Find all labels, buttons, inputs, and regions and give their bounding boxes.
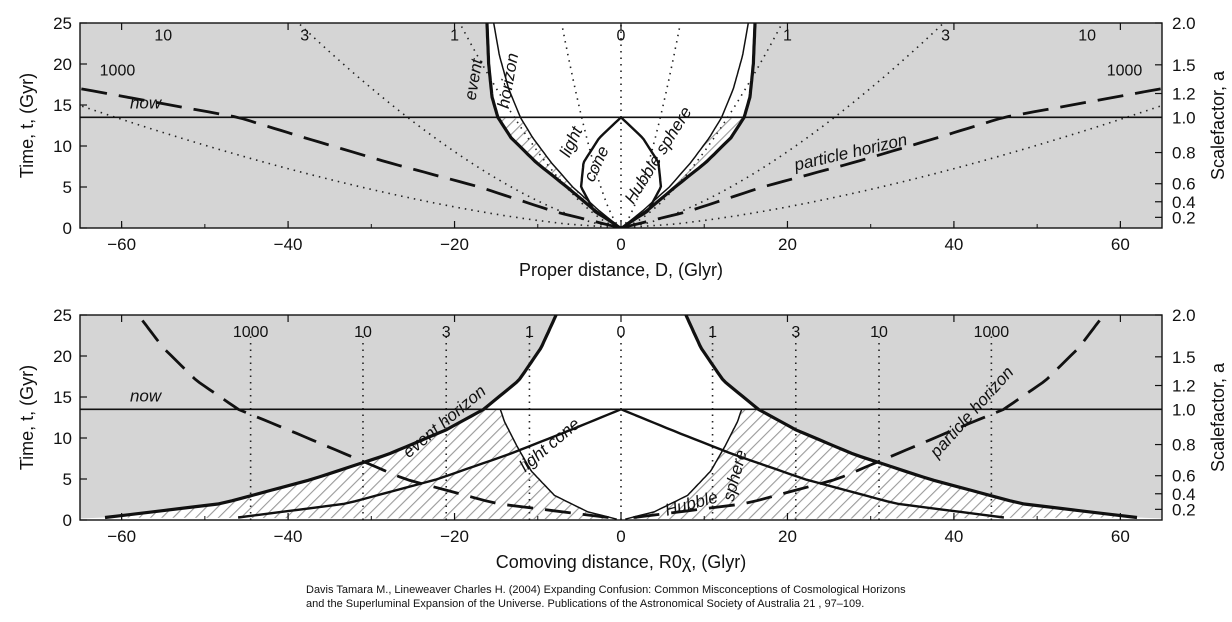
scalefactor-tick-label: 0.6 [1172,175,1196,194]
worldline [560,23,622,228]
y-tick-label: 0 [63,511,72,530]
redshift-label: 1000 [1107,63,1143,80]
y-tick-label: 20 [53,347,72,366]
worldline [620,23,784,228]
redshift-label: 3 [300,27,309,44]
x-axis-label: Proper distance, D, (Glyr) [519,260,723,280]
redshift-label: 1 [783,27,792,44]
worldline [458,23,622,228]
x-tick-label: −60 [107,527,136,546]
hubble-sphere-curve [625,409,743,520]
light-cone-curve [237,408,622,519]
scalefactor-tick-label: 0.6 [1172,467,1196,486]
scalefactor-tick-label: 0.2 [1172,208,1196,227]
redshift-label: 10 [1078,27,1096,44]
scalefactor-tick-label: 0.8 [1172,144,1196,163]
redshift-label: 1000 [100,63,136,80]
scalefactor-tick-label: 1.0 [1172,400,1196,419]
scalefactor-tick-label: 1.0 [1172,108,1196,127]
redshift-label: 10 [154,27,172,44]
redshift-label: 1 [525,324,534,341]
x-tick-label: −40 [274,527,303,546]
redshift-label: 1000 [233,324,269,341]
x-tick-label: 0 [616,235,625,254]
x-tick-label: 60 [1111,235,1130,254]
redshift-label: 0 [617,324,626,341]
x-axis-label: Comoving distance, R0χ, (Glyr) [496,552,747,572]
y-tick-label: 0 [63,219,72,238]
scalefactor-tick-label: 0.4 [1172,193,1196,212]
light-cone-curve [620,408,1005,519]
y-tick-label: 25 [53,306,72,325]
x-tick-label: −20 [440,527,469,546]
x-tick-label: 40 [944,527,963,546]
now-label: now [130,386,163,405]
light-cone-curve [579,116,622,228]
x-tick-label: −20 [440,235,469,254]
worldline [620,23,682,228]
y-axis-label: Time, t, (Gyr) [17,365,37,470]
particle-horizon-curve [80,87,622,228]
scalefactor-tick-label: 1.5 [1172,348,1196,367]
redshift-label: 3 [941,27,950,44]
scalefactor-tick-label: 0.2 [1172,500,1196,519]
hubble-sphere-curve [620,23,750,228]
event-horizon-curve [485,23,618,227]
x-tick-label: 40 [944,235,963,254]
y-tick-label: 15 [53,388,72,407]
event-horizon-curve [624,23,757,227]
y-tick-label: 10 [53,429,72,448]
y-tick-label: 10 [53,137,72,156]
scalefactor-axis-label: Scalefactor, a [1208,70,1228,180]
light-cone-curve [620,116,663,228]
caption-line-1: Davis Tamara M., Lineweaver Charles H. (… [306,584,906,596]
y-tick-label: 25 [53,14,72,33]
scalefactor-tick-label: 0.4 [1172,485,1196,504]
scalefactor-axis-label: Scalefactor, a [1208,362,1228,472]
y-tick-label: 15 [53,96,72,115]
x-tick-label: 20 [778,527,797,546]
y-tick-label: 5 [63,178,72,197]
x-tick-label: −40 [274,235,303,254]
caption-line-2: and the Superluminal Expansion of the Un… [306,598,865,610]
x-tick-label: 60 [1111,527,1130,546]
redshift-label: 3 [442,324,451,341]
scalefactor-tick-label: 2.0 [1172,306,1196,325]
x-tick-label: −60 [107,235,136,254]
scalefactor-tick-label: 1.2 [1172,377,1196,396]
x-tick-label: 0 [616,527,625,546]
redshift-label: 3 [791,324,800,341]
redshift-label: 1 [708,324,717,341]
scalefactor-tick-label: 0.8 [1172,436,1196,455]
redshift-label: 10 [354,324,372,341]
redshift-label: 1000 [974,324,1010,341]
scalefactor-tick-label: 1.5 [1172,56,1196,75]
hubble-sphere-curve [499,409,617,520]
redshift-label: 1 [450,27,459,44]
event-horizon-curve [684,315,1138,520]
inside-event-horizon-region [487,23,755,228]
x-tick-label: 20 [778,235,797,254]
scalefactor-tick-label: 2.0 [1172,14,1196,33]
y-axis-label: Time, t, (Gyr) [17,73,37,178]
redshift-label: 0 [617,27,626,44]
scalefactor-tick-label: 1.2 [1172,85,1196,104]
particle-horizon-curve [620,87,1162,228]
y-tick-label: 20 [53,55,72,74]
y-tick-label: 5 [63,470,72,489]
redshift-label: 10 [870,324,888,341]
citation-caption: Davis Tamara M., Lineweaver Charles H. (… [306,583,1026,611]
hubble-sphere-curve [492,23,622,228]
event-horizon-curve [104,315,558,520]
